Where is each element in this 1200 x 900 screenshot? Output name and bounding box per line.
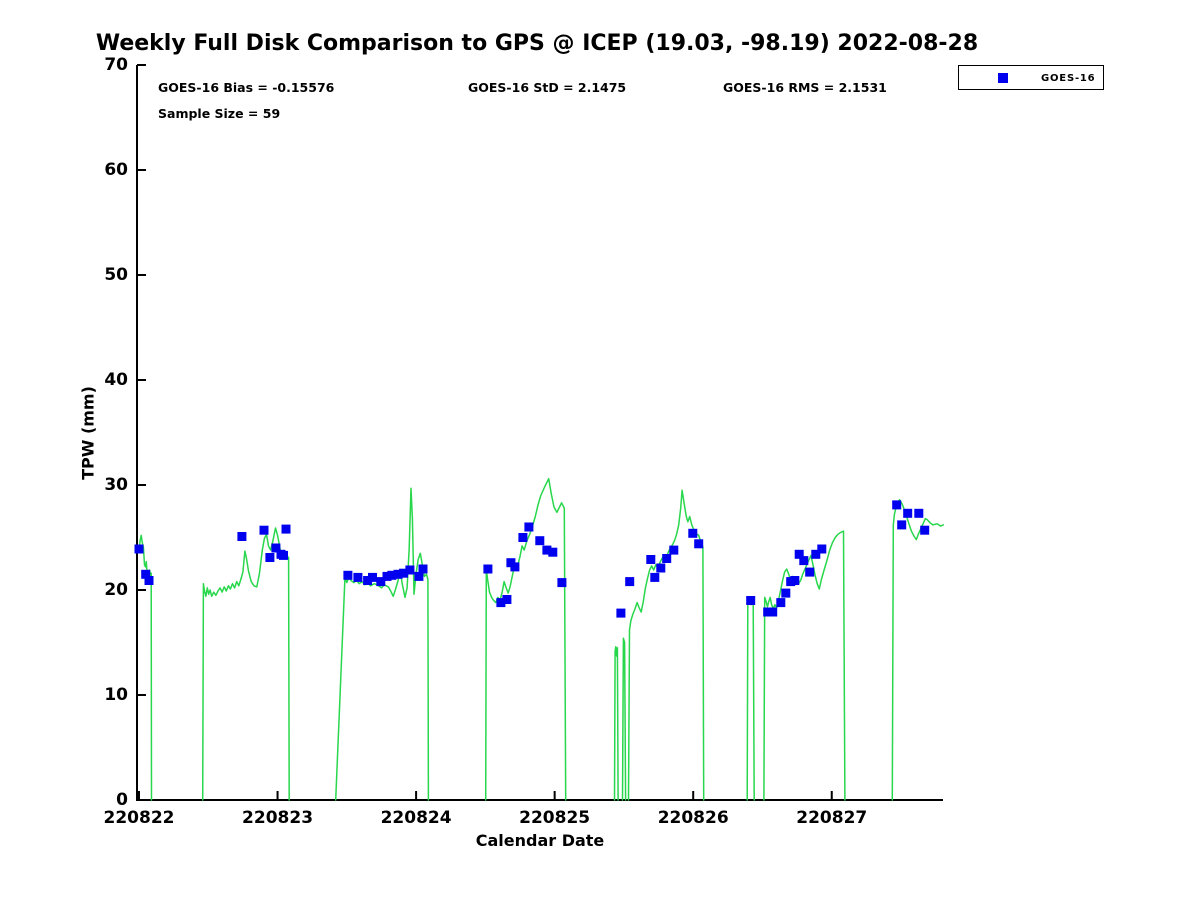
gps-line-segment — [334, 487, 430, 801]
goes16-marker — [817, 544, 827, 554]
goes16-marker — [662, 554, 672, 563]
goes16-marker — [405, 565, 415, 575]
goes16-marker — [376, 577, 386, 587]
goes16-marker — [811, 549, 821, 559]
goes16-marker — [418, 564, 428, 574]
goes16-marker — [650, 572, 660, 582]
gps-line-segment — [138, 534, 153, 801]
goes16-marker — [382, 571, 392, 581]
goes16-marker — [799, 556, 809, 566]
gps-line-segment — [763, 530, 846, 801]
goes16-marker — [271, 543, 281, 553]
goes16-marker — [746, 596, 756, 605]
goes16-marker — [141, 569, 151, 579]
goes16-marker — [496, 598, 506, 608]
goes16-marker — [524, 522, 534, 532]
goes16-marker — [281, 524, 291, 534]
legend-marker-icon — [998, 73, 1008, 83]
goes16-marker — [353, 572, 363, 582]
legend-box: GOES-16 — [958, 65, 1104, 90]
goes16-marker — [279, 550, 288, 560]
gps-line-segment — [484, 477, 567, 801]
gps-line-segment — [201, 527, 290, 801]
y-tick-label: 40 — [104, 370, 128, 390]
goes16-marker — [781, 588, 791, 598]
stat-bias: GOES-16 Bias = -0.15576 — [158, 80, 335, 95]
y-tick-label: 10 — [104, 685, 128, 705]
goes16-marker — [920, 525, 930, 535]
goes16-marker — [265, 553, 275, 562]
goes16-marker — [134, 544, 144, 554]
goes16-marker — [237, 532, 247, 541]
goes16-marker — [144, 576, 154, 585]
goes16-marker — [669, 545, 679, 555]
goes16-marker — [259, 525, 269, 535]
goes16-marker — [794, 549, 804, 559]
stat-rms: GOES-16 RMS = 2.1531 — [723, 80, 887, 95]
y-axis-label: TPW (mm) — [78, 386, 98, 480]
x-tick-label: 220822 — [103, 808, 175, 828]
stat-std: GOES-16 StD = 2.1475 — [468, 80, 627, 95]
goes16-marker — [510, 562, 520, 572]
goes16-marker — [763, 607, 773, 617]
goes16-marker — [414, 571, 424, 581]
goes16-marker — [393, 569, 403, 579]
gps-line-segment — [891, 498, 945, 801]
x-axis-label: Calendar Date — [475, 831, 605, 850]
goes16-marker — [646, 555, 656, 564]
goes16-marker — [688, 528, 698, 538]
goes16-marker — [790, 576, 800, 585]
goes16-marker — [616, 608, 626, 618]
axes-spines — [136, 65, 943, 801]
x-tick-label: 220826 — [657, 808, 729, 828]
goes16-marker — [483, 564, 493, 574]
goes16-marker — [535, 536, 545, 546]
goes16-marker — [776, 598, 786, 608]
goes16-marker — [343, 570, 353, 580]
goes16-marker — [914, 508, 924, 518]
goes16-marker — [897, 520, 907, 530]
goes16-marker — [625, 577, 635, 587]
gps-line-segment — [621, 637, 627, 801]
goes16-marker — [548, 547, 558, 557]
goes16-marker — [557, 578, 567, 588]
legend-label: GOES-16 — [1041, 73, 1096, 84]
goes16-marker — [502, 595, 512, 604]
y-tick-label: 0 — [116, 790, 128, 810]
goes16-marker — [805, 567, 815, 577]
goes16-marker — [903, 508, 913, 518]
y-tick-label: 50 — [104, 265, 128, 285]
x-tick-label: 220824 — [380, 808, 452, 828]
goes16-marker — [399, 568, 409, 578]
goes16-marker — [768, 607, 778, 617]
goes16-marker — [892, 500, 902, 510]
chart-title: Weekly Full Disk Comparison to GPS @ ICE… — [95, 31, 979, 56]
goes16-marker — [542, 545, 552, 555]
goes16-marker — [368, 572, 377, 582]
goes16-marker — [387, 570, 397, 580]
goes16-marker — [518, 533, 528, 542]
gps-line-segment — [613, 645, 619, 801]
x-tick-label: 220827 — [796, 808, 868, 828]
gps-line-segment — [746, 596, 755, 801]
x-tick-label: 220825 — [519, 808, 591, 828]
goes16-marker — [656, 563, 666, 573]
y-tick-label: 70 — [104, 55, 128, 75]
stat-sample-size: Sample Size = 59 — [158, 106, 281, 121]
y-tick-label: 20 — [104, 580, 128, 600]
x-tick-label: 220823 — [242, 808, 314, 828]
y-tick-label: 30 — [104, 475, 128, 495]
goes16-marker — [363, 576, 373, 585]
goes16-marker — [694, 539, 704, 549]
y-tick-label: 60 — [104, 160, 128, 180]
